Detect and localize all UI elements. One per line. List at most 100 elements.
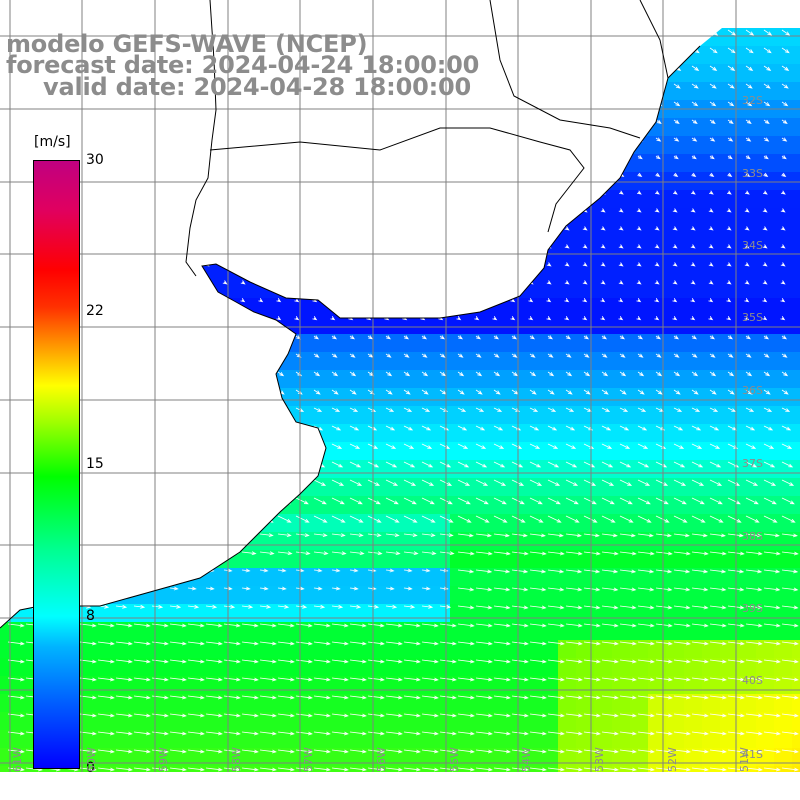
wind-arrow xyxy=(763,623,781,628)
wind-arrow xyxy=(672,316,678,321)
wind-arrow xyxy=(636,280,642,285)
wind-arrow xyxy=(7,695,25,700)
wind-arrow xyxy=(421,461,434,468)
wind-arrow xyxy=(780,208,786,213)
wind-arrow xyxy=(511,569,529,574)
wind-arrow xyxy=(565,641,583,646)
wind-arrow xyxy=(97,677,115,682)
wind-arrow xyxy=(475,659,493,664)
wind-arrow xyxy=(385,335,391,340)
wind-arrow xyxy=(619,587,637,592)
wind-arrow xyxy=(637,155,643,160)
wind-arrow xyxy=(493,533,510,538)
wind-arrow xyxy=(421,371,429,377)
wind-arrow xyxy=(475,335,481,340)
wind-arrow xyxy=(313,335,319,340)
wind-arrow xyxy=(726,262,732,267)
wind-arrow xyxy=(691,371,699,377)
wind-arrow xyxy=(636,262,642,267)
wind-arrow xyxy=(726,316,732,321)
wind-arrow xyxy=(565,767,583,772)
wind-arrow xyxy=(529,623,547,628)
wind-arrow xyxy=(673,137,680,142)
wind-arrow xyxy=(709,713,727,718)
wind-arrow xyxy=(691,515,706,523)
wind-arrow xyxy=(727,137,734,142)
wind-arrow xyxy=(313,533,328,538)
coastline xyxy=(0,0,701,629)
wind-arrow xyxy=(781,515,796,523)
wind-arrow xyxy=(97,641,115,646)
wind-arrow xyxy=(745,83,753,89)
wind-arrow xyxy=(565,677,583,682)
wind-arrow xyxy=(691,425,702,431)
wind-arrow xyxy=(726,226,732,231)
wind-arrow xyxy=(385,623,403,628)
wind-arrow xyxy=(565,479,579,486)
wind-arrow xyxy=(619,389,627,395)
wind-arrow xyxy=(258,298,264,303)
wind-arrow xyxy=(295,731,313,736)
wind-arrow xyxy=(709,587,727,592)
wind-arrow xyxy=(277,515,292,523)
wind-arrow xyxy=(763,533,780,538)
wind-arrow xyxy=(421,659,439,664)
colorbar-tick-label: 0 xyxy=(86,760,95,776)
wind-arrow xyxy=(781,29,791,36)
wind-arrow xyxy=(655,335,661,340)
wind-arrow xyxy=(529,533,546,538)
wind-arrow xyxy=(385,389,393,395)
wind-arrow xyxy=(744,190,750,195)
wind-arrow xyxy=(241,731,259,736)
wind-arrow xyxy=(223,695,241,700)
wind-arrow xyxy=(601,605,619,610)
wind-arrow xyxy=(331,353,338,358)
wind-arrow xyxy=(619,695,637,700)
wind-arrow xyxy=(637,749,655,754)
wind-arrow xyxy=(475,587,493,592)
wind-arrow xyxy=(259,677,277,682)
wind-arrow xyxy=(331,407,341,412)
wind-arrow xyxy=(583,461,596,468)
wind-arrow xyxy=(205,623,223,628)
wind-arrow xyxy=(493,551,511,556)
wind-arrow xyxy=(403,695,421,700)
wind-arrow xyxy=(745,533,762,538)
wind-arrow xyxy=(547,353,554,358)
wind-arrow xyxy=(349,749,367,754)
map-title-forecast-date: forecast date: 2024-04-24 18:00:00 xyxy=(6,51,480,79)
wind-arrow xyxy=(619,479,633,486)
wind-arrow xyxy=(277,713,295,718)
wind-arrow xyxy=(781,551,799,556)
wind-arrow xyxy=(673,713,691,718)
wind-arrow xyxy=(330,316,336,321)
wind-arrow xyxy=(313,767,331,772)
wind-arrow xyxy=(385,586,395,591)
wind-arrow xyxy=(781,767,799,772)
longitude-label: 56W xyxy=(375,747,388,772)
wind-arrow xyxy=(295,497,309,505)
wind-arrow xyxy=(97,659,115,664)
wind-arrow xyxy=(763,677,781,682)
wind-arrow xyxy=(295,641,313,646)
wind-arrow xyxy=(529,569,547,574)
coastline-line xyxy=(0,45,701,629)
wind-arrow xyxy=(708,226,714,231)
wind-arrow xyxy=(637,335,643,340)
wind-arrow xyxy=(403,677,421,682)
wind-arrow xyxy=(583,389,591,395)
wind-arrow xyxy=(421,713,439,718)
wind-arrow xyxy=(565,659,583,664)
wind-arrow xyxy=(475,389,483,395)
wind-arrow xyxy=(529,677,547,682)
wind-arrow xyxy=(762,190,768,195)
wind-arrow xyxy=(673,119,680,124)
wind-arrow xyxy=(510,298,516,303)
wind-arrow xyxy=(583,677,601,682)
wind-arrow xyxy=(691,695,709,700)
wind-arrow xyxy=(547,461,560,468)
wind-arrow xyxy=(421,389,429,395)
wind-arrow xyxy=(744,208,750,213)
wind-arrow xyxy=(601,623,619,628)
